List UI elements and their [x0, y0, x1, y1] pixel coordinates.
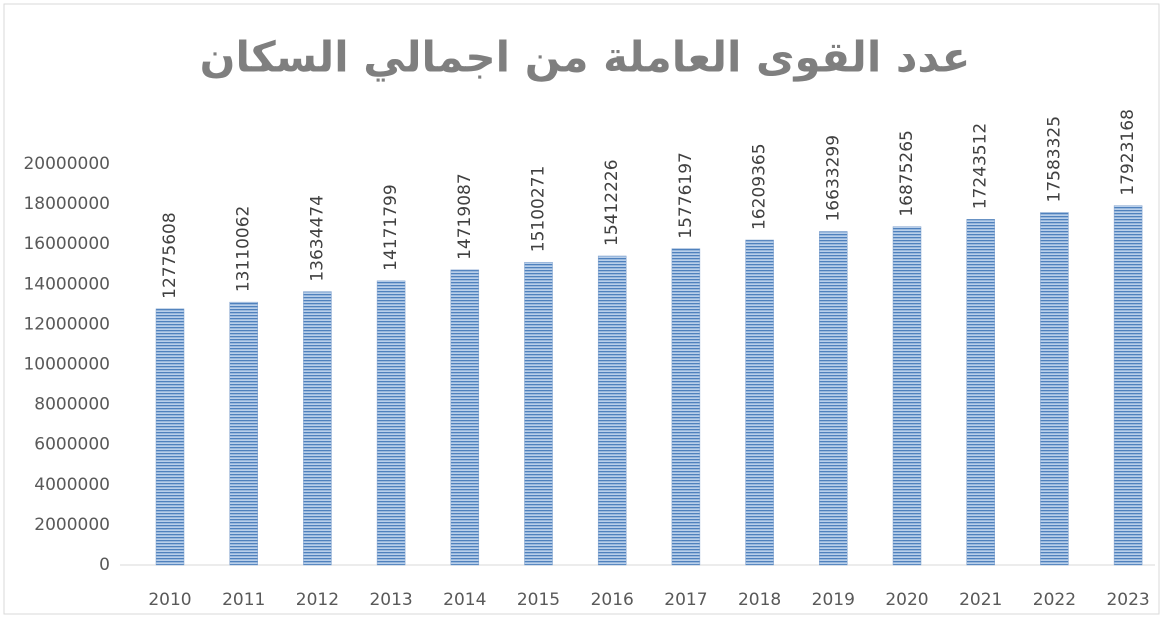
bar: [1040, 212, 1069, 566]
data-label: 16633299: [823, 135, 843, 222]
data-label: 12775608: [160, 212, 180, 299]
x-tick-label: 2022: [1033, 590, 1076, 610]
x-tick-label: 2011: [222, 590, 265, 610]
data-label: 16209365: [750, 143, 770, 230]
y-tick-label: 2000000: [34, 515, 110, 535]
y-tick-label: 10000000: [23, 355, 110, 375]
x-tick-label: 2016: [591, 590, 634, 610]
data-label: 17243512: [971, 123, 991, 210]
x-tick-label: 2010: [148, 590, 191, 610]
x-tick-label: 2015: [517, 590, 560, 610]
bar: [450, 269, 480, 566]
y-tick-label: 14000000: [23, 274, 110, 294]
y-tick-label: 16000000: [23, 234, 110, 254]
data-label: 14171799: [381, 184, 401, 271]
x-tick-label: 2017: [664, 590, 707, 610]
x-tick-label: 2023: [1106, 590, 1149, 610]
bar: [892, 226, 922, 566]
x-tick-label: 2013: [369, 590, 412, 610]
bar: [745, 239, 774, 566]
y-tick-label: 12000000: [23, 314, 110, 334]
bar: [303, 291, 332, 566]
bar: [229, 301, 258, 566]
bar: [524, 261, 553, 566]
bar: [966, 219, 995, 566]
bar: [376, 280, 406, 566]
data-label: 14719087: [455, 173, 475, 260]
y-tick-label: 20000000: [23, 154, 110, 174]
data-label: 15412226: [602, 159, 622, 246]
bar: [671, 248, 701, 566]
chart-title: عدد القوى العاملة من اجمالي السكان: [200, 33, 971, 83]
y-tick-label: 4000000: [34, 475, 110, 495]
x-tick-label: 2018: [738, 590, 781, 610]
data-label: 17923168: [1118, 109, 1138, 196]
bar: [597, 255, 627, 566]
bar: [155, 308, 185, 566]
data-label: 15100271: [529, 166, 549, 253]
data-label: 15776197: [676, 152, 696, 239]
x-tick-label: 2021: [959, 590, 1002, 610]
x-tick-label: 2014: [443, 590, 486, 610]
bar: [1113, 205, 1143, 566]
x-tick-label: 2019: [812, 590, 855, 610]
data-label: 13634474: [307, 195, 327, 282]
y-tick-label: 6000000: [34, 435, 110, 455]
y-tick-label: 18000000: [23, 194, 110, 214]
y-tick-label: 8000000: [34, 395, 110, 415]
x-tick-label: 2020: [885, 590, 928, 610]
bar: [819, 231, 848, 566]
x-tick-label: 2012: [296, 590, 339, 610]
data-label: 13110062: [234, 206, 254, 293]
data-label: 16875265: [897, 130, 917, 217]
data-label: 17583325: [1044, 116, 1064, 203]
y-tick-label: 0: [99, 555, 110, 575]
